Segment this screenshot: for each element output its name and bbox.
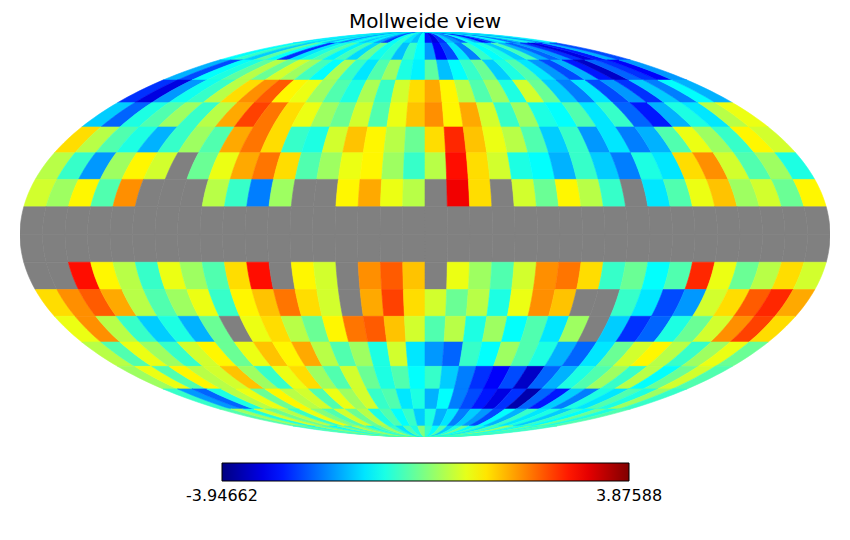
svg-text:-3.94662: -3.94662 (186, 486, 258, 505)
svg-text:3.87588: 3.87588 (596, 486, 662, 505)
svg-text:Mollweide view: Mollweide view (349, 9, 501, 33)
